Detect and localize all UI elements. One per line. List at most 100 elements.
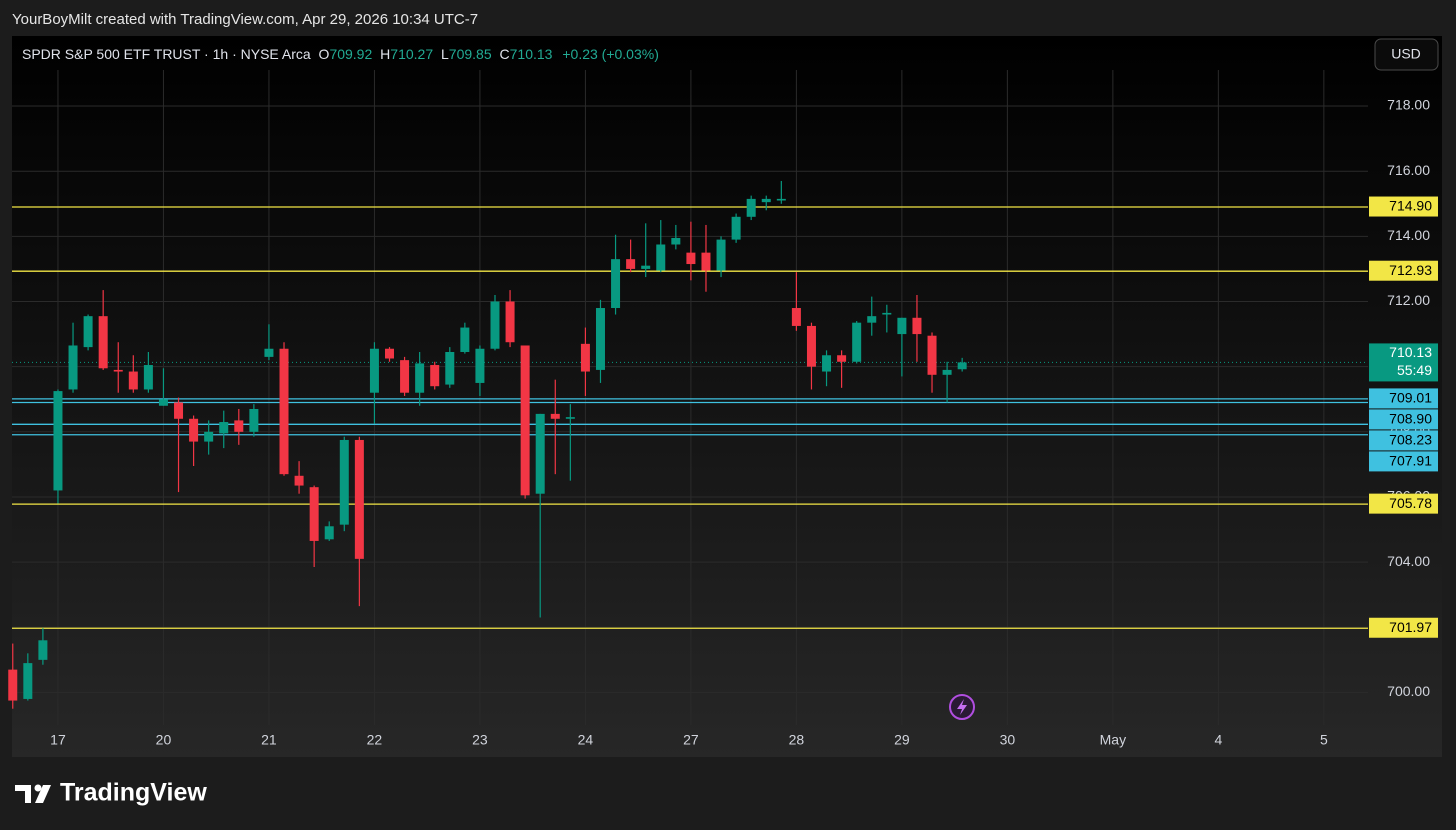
candle-body xyxy=(505,301,515,343)
lightning-bolt[interactable] xyxy=(957,699,967,715)
candle-body xyxy=(249,409,259,432)
x-tick-label: 17 xyxy=(50,732,66,748)
y-tick-label: 712.00 xyxy=(1387,292,1430,308)
logo-dot xyxy=(34,784,42,792)
level-label-box xyxy=(1369,430,1438,451)
candle-body xyxy=(882,312,892,315)
candle-body xyxy=(415,363,425,393)
legend-o: O xyxy=(319,46,330,62)
candle-body xyxy=(550,413,560,419)
level-label-box xyxy=(1369,388,1438,409)
x-tick-label: 28 xyxy=(789,732,805,748)
logo-slash xyxy=(35,785,51,803)
x-tick-label: 30 xyxy=(1000,732,1016,748)
countdown: 55:49 xyxy=(1397,362,1432,378)
legend-l: L xyxy=(441,46,449,62)
candle-body xyxy=(279,348,289,475)
candle-body xyxy=(189,418,199,442)
candle-body xyxy=(234,420,244,432)
level-label: 707.91 xyxy=(1389,453,1432,469)
candle-body xyxy=(475,348,485,383)
x-tick-label: May xyxy=(1100,732,1126,748)
candle-body xyxy=(460,327,470,352)
candle-body xyxy=(837,355,847,362)
candle-body xyxy=(385,348,395,359)
candle-body xyxy=(595,308,605,370)
level-label: 701.97 xyxy=(1389,619,1432,635)
candle-body xyxy=(38,640,48,660)
candle-body xyxy=(294,475,304,486)
lightning-icon[interactable] xyxy=(949,694,975,720)
candle-body xyxy=(731,216,741,240)
candle-body xyxy=(671,237,681,245)
candle-body xyxy=(520,345,530,496)
y-tick-label: 718.00 xyxy=(1387,97,1430,113)
candle-body xyxy=(746,198,756,217)
chart-panel xyxy=(12,36,1442,757)
candle-body xyxy=(113,369,123,372)
currency[interactable]: USD xyxy=(1391,46,1421,62)
candle-body xyxy=(806,325,816,367)
candle-body xyxy=(535,413,545,494)
level-label: 708.23 xyxy=(1389,432,1432,448)
legend-open: 709.92 xyxy=(329,46,372,62)
x-tick-label: 22 xyxy=(367,732,383,748)
candle-body xyxy=(626,259,636,269)
candle-body xyxy=(716,239,726,271)
candle-body xyxy=(400,360,410,393)
candle-body xyxy=(264,348,274,357)
attribution: YourBoyMilt created with TradingView.com… xyxy=(12,11,478,28)
candle-body xyxy=(174,402,184,419)
candle-body xyxy=(580,343,590,372)
legend-high: 710.27 xyxy=(390,46,433,62)
candle-body xyxy=(490,301,500,349)
last-price-label: 710.13 xyxy=(1389,344,1432,360)
candle-body xyxy=(912,317,922,335)
candle-body xyxy=(68,345,78,390)
candle-body xyxy=(204,431,214,442)
currency-button[interactable]: USD xyxy=(1374,38,1439,71)
candle-body xyxy=(369,348,379,393)
legend-c: C xyxy=(500,46,510,62)
candle-body xyxy=(23,663,33,699)
candle-body xyxy=(761,198,771,203)
x-tick-label: 5 xyxy=(1320,732,1328,748)
candle-body xyxy=(927,335,937,375)
level-label-box xyxy=(1369,196,1438,217)
candle-body xyxy=(822,355,832,372)
candle-body xyxy=(53,391,63,491)
level-label-box xyxy=(1369,451,1438,472)
x-tick-label: 4 xyxy=(1214,732,1222,748)
candle-body xyxy=(852,322,862,362)
level-label: 705.78 xyxy=(1389,495,1432,511)
candle-body xyxy=(445,351,455,385)
candle-body xyxy=(611,259,621,309)
candle-body xyxy=(656,244,666,271)
brand: TradingView xyxy=(60,779,207,807)
candle-body xyxy=(128,371,138,390)
candle-body xyxy=(957,362,967,370)
level-label: 712.93 xyxy=(1389,262,1432,278)
candle-body xyxy=(430,365,440,387)
y-tick-label: 716.00 xyxy=(1387,162,1430,178)
x-tick-label: 24 xyxy=(578,732,594,748)
y-tick-label: 700.00 xyxy=(1387,683,1430,699)
legend-symbol: SPDR S&P 500 ETF TRUST · 1h · NYSE Arca xyxy=(22,46,311,62)
candle-body xyxy=(143,365,153,390)
x-tick-label: 27 xyxy=(683,732,699,748)
y-tick-label: 704.00 xyxy=(1387,553,1430,569)
candle-body xyxy=(219,422,229,434)
candle-body xyxy=(776,198,786,201)
x-tick-label: 29 xyxy=(894,732,910,748)
level-label-box xyxy=(1369,493,1438,514)
currency-button-frame[interactable] xyxy=(1374,38,1439,71)
candle-body xyxy=(324,526,334,540)
last-price-box xyxy=(1369,343,1438,382)
candle-body xyxy=(641,265,651,269)
legend-low: 709.85 xyxy=(449,46,492,62)
candle-body xyxy=(98,316,108,369)
level-label-box xyxy=(1369,617,1438,638)
candle-body xyxy=(83,316,93,348)
